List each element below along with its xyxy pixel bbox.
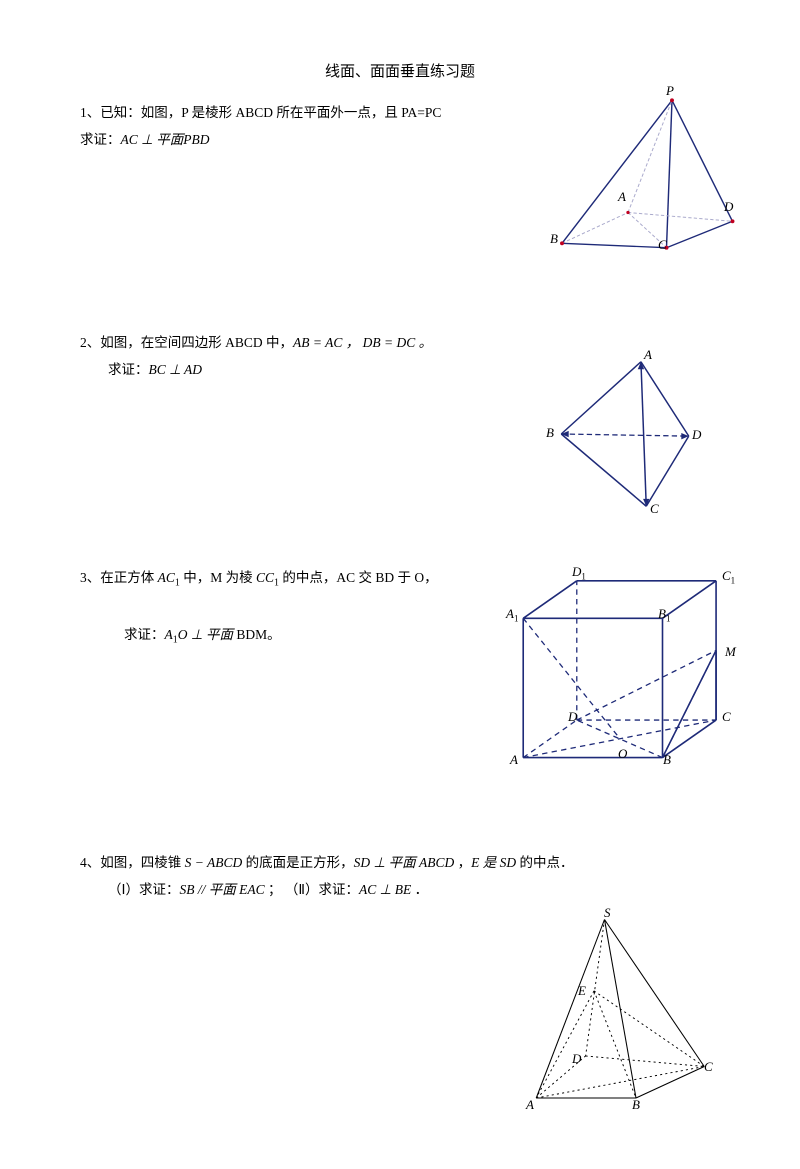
problem-4: 4、如图，四棱锥 S − ABCD 的底面是正方形，SD ⊥ 平面 ABCD ，… (80, 849, 720, 1109)
page: 线面、面面垂直练习题 1、已知：如图，P 是棱形 ABCD 所在平面外一点，且 … (0, 0, 800, 1169)
p4-m1: S − ABCD (185, 855, 243, 870)
problem-2: 2、如图，在空间四边形 ABCD 中，AB = AC ， DB = DC 。 求… (80, 329, 720, 504)
p1-line1: 已知：如图，P 是棱形 ABCD 所在平面外一点，且 PA=PC (100, 105, 441, 120)
p4-2bm: AC ⊥ BE (359, 882, 411, 897)
page-title: 线面、面面垂直练习题 (80, 60, 720, 81)
p4-suf: 的中点． (516, 855, 573, 870)
p4-2a: （Ⅰ）求证： (80, 882, 179, 897)
fig4-S: S (604, 905, 611, 921)
p2-l1p: 如图，在空间四边形 ABCD 中， (100, 335, 293, 350)
figure-3: A B C D A1 B1 C1 D1 M O (500, 554, 750, 779)
fig3-C: C (722, 709, 731, 725)
fig3-A: A (510, 752, 518, 768)
fig4-D: D (572, 1051, 581, 1067)
p4-mid2: ， (454, 855, 471, 870)
p3-num: 3、 (80, 570, 100, 585)
fig3-O: O (618, 746, 627, 762)
p1-num: 1、 (80, 105, 100, 120)
fig2-A: A (644, 347, 652, 363)
fig2-C: C (650, 501, 659, 517)
figure-1: P A B C D (540, 79, 760, 269)
problem-4-text: 4、如图，四棱锥 S − ABCD 的底面是正方形，SD ⊥ 平面 ABCD ，… (80, 849, 720, 903)
fig1-A: A (618, 189, 626, 205)
p4-2am: SB // 平面 EAC (179, 882, 264, 897)
fig4-E: E (578, 983, 586, 999)
p4-sep: ； （Ⅱ）求证： (265, 882, 359, 897)
fig3-C1: C1 (722, 568, 735, 586)
fig3-D1: D1 (572, 564, 586, 582)
fig3-B1: B1 (658, 606, 670, 624)
p4-num: 4、 (80, 855, 100, 870)
fig1-C: C (658, 237, 667, 253)
p2-l2m: BC ⊥ AD (149, 362, 203, 377)
p1-line2-math: AC ⊥ 平面PBD (121, 132, 210, 147)
fig4-C: C (704, 1059, 713, 1075)
figure-2: A B C D (540, 349, 710, 519)
fig4-B: B (632, 1097, 640, 1113)
p3-l2suf: BDM。 (236, 627, 280, 642)
fig1-B: B (550, 231, 558, 247)
p3-l1p: 在正方体 (100, 570, 157, 585)
p3-mid: 中，M 为棱 (180, 570, 256, 585)
p1-line2-prefix: 求证： (80, 132, 121, 147)
fig1-D: D (724, 199, 733, 215)
p2-num: 2、 (80, 335, 100, 350)
p3-l2m2: O ⊥ 平面 (178, 627, 237, 642)
p2-l2p: 求证： (80, 362, 149, 377)
fig3-B: B (663, 752, 671, 768)
p2-l1m: AB = AC ， DB = DC 。 (293, 335, 432, 350)
fig4-A: A (526, 1097, 534, 1113)
figure-4: S E D A B C (510, 909, 720, 1119)
p4-l1p: 如图，四棱锥 (100, 855, 184, 870)
fig3-D: D (568, 709, 577, 725)
problem-1: 1、已知：如图，P 是棱形 ABCD 所在平面外一点，且 PA=PC 求证：AC… (80, 99, 720, 269)
fig3-M: M (725, 644, 736, 660)
fig2-D: D (692, 427, 701, 443)
p3-m2: CC (256, 570, 274, 585)
p3-m1: AC (158, 570, 175, 585)
fig3-A1: A1 (506, 606, 518, 624)
p4-end: ． (411, 882, 428, 897)
fig2-B: B (546, 425, 554, 441)
problem-3: 3、在正方体 AC1 中，M 为棱 CC1 的中点，AC 交 BD 于 O， 求… (80, 564, 720, 789)
p4-m2: SD ⊥ 平面 ABCD (354, 855, 455, 870)
fig1-P: P (666, 83, 674, 99)
p4-m3: E 是 SD (471, 855, 516, 870)
p3-suf: 的中点，AC 交 BD 于 O， (279, 570, 438, 585)
p4-mid: 的底面是正方形， (242, 855, 353, 870)
p3-l2m: A (165, 627, 173, 642)
p3-l2p: 求证： (80, 627, 165, 642)
